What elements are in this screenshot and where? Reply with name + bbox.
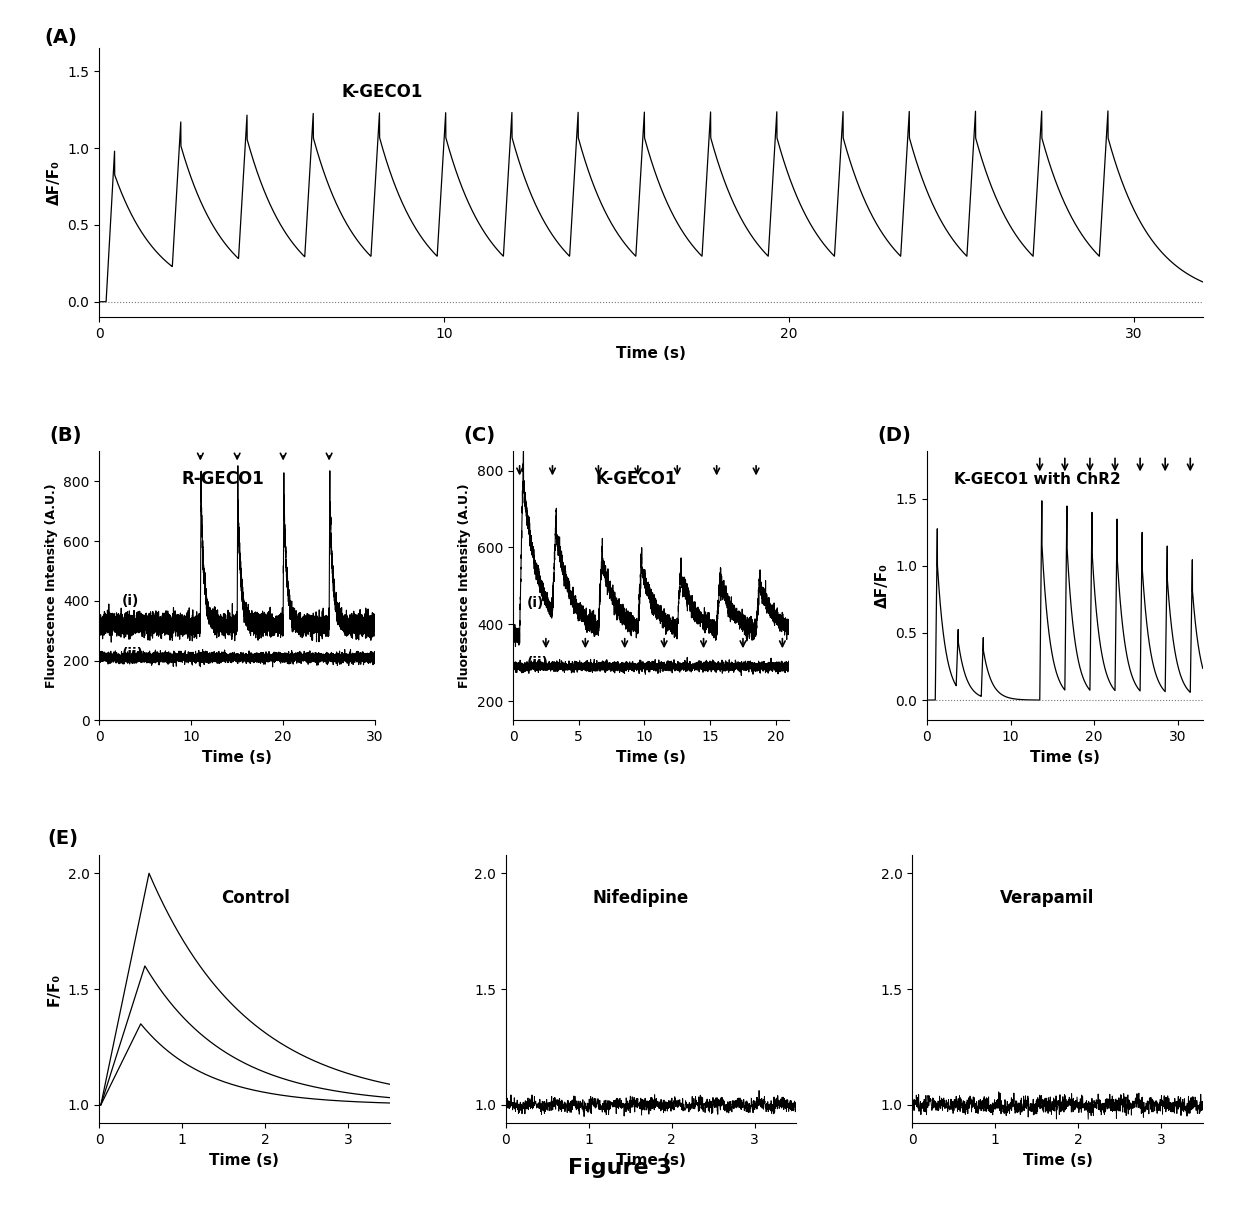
Text: (ii): (ii) (527, 656, 549, 669)
X-axis label: Time (s): Time (s) (1023, 1152, 1092, 1168)
Text: Figure 3: Figure 3 (568, 1157, 672, 1178)
X-axis label: Time (s): Time (s) (202, 749, 272, 765)
Text: (ii): (ii) (122, 647, 144, 662)
Text: (E): (E) (47, 829, 78, 848)
Text: (C): (C) (464, 425, 496, 445)
X-axis label: Time (s): Time (s) (616, 1152, 686, 1168)
X-axis label: Time (s): Time (s) (1030, 749, 1100, 765)
X-axis label: Time (s): Time (s) (210, 1152, 279, 1168)
Y-axis label: Fluorescence Intensity (A.U.): Fluorescence Intensity (A.U.) (45, 483, 57, 689)
Text: (i): (i) (527, 597, 544, 610)
X-axis label: Time (s): Time (s) (616, 347, 686, 361)
Y-axis label: F/F₀: F/F₀ (47, 972, 62, 1005)
Text: K-GECO1: K-GECO1 (342, 82, 423, 100)
Y-axis label: Fluorescence Intensity (A.U.): Fluorescence Intensity (A.U.) (459, 483, 471, 689)
Text: (A): (A) (45, 28, 77, 47)
X-axis label: Time (s): Time (s) (616, 749, 686, 765)
Text: (D): (D) (877, 425, 911, 445)
Text: (B): (B) (50, 425, 82, 445)
Y-axis label: ΔF/F₀: ΔF/F₀ (47, 161, 62, 205)
Text: K-GECO1: K-GECO1 (595, 470, 677, 488)
Text: Verapamil: Verapamil (999, 889, 1094, 907)
Text: K-GECO1 with ChR2: K-GECO1 with ChR2 (955, 472, 1121, 487)
Text: Nifedipine: Nifedipine (593, 889, 689, 907)
Y-axis label: ΔF/F₀: ΔF/F₀ (874, 563, 889, 609)
Text: (i): (i) (122, 593, 139, 608)
Text: Control: Control (221, 889, 290, 907)
Text: R-GECO1: R-GECO1 (182, 470, 264, 488)
